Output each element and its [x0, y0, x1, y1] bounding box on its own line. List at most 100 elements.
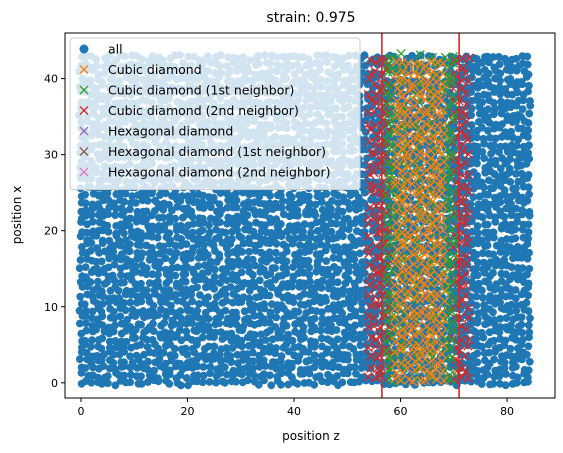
- data-point: [128, 305, 137, 314]
- data-point: [97, 307, 106, 316]
- data-point: [232, 377, 240, 386]
- data-point: [250, 371, 258, 380]
- data-point: [478, 148, 487, 156]
- data-point: [156, 293, 164, 301]
- data-point: [321, 358, 330, 367]
- data-point: [518, 206, 527, 215]
- data-point: [143, 343, 152, 351]
- data-point: [525, 190, 533, 199]
- data-point: [232, 320, 241, 329]
- data-point: [188, 319, 196, 327]
- data-point: [327, 227, 336, 236]
- data-point: [477, 178, 486, 187]
- data-point: [82, 319, 90, 327]
- data-point: [277, 380, 285, 389]
- data-point: [111, 211, 119, 220]
- data-point: [276, 220, 285, 228]
- data-point: [82, 307, 91, 315]
- data-point: [474, 229, 482, 237]
- data-point: [223, 203, 232, 212]
- data-point: [478, 286, 486, 295]
- data-point: [162, 307, 170, 316]
- data-point: [103, 372, 112, 380]
- data-point: [82, 206, 90, 215]
- data-point: [183, 350, 192, 359]
- data-point: [226, 283, 235, 291]
- data-point: [524, 228, 533, 237]
- data-point: [245, 221, 253, 230]
- data-point: [233, 226, 242, 235]
- data-point: [87, 378, 96, 387]
- data-point: [525, 109, 534, 118]
- data-point: [282, 264, 290, 273]
- data-point: [496, 298, 504, 307]
- data-point: [237, 268, 246, 277]
- data-point: [522, 298, 531, 307]
- legend-item: Hexagonal diamond (1st neighbor): [79, 144, 326, 159]
- data-point: [82, 349, 91, 357]
- data-point: [199, 371, 208, 380]
- data-point: [182, 374, 191, 382]
- data-point: [333, 243, 342, 252]
- data-point: [194, 240, 203, 249]
- data-point: [501, 381, 510, 390]
- data-point: [216, 369, 225, 377]
- data-point: [172, 249, 181, 257]
- data-point: [332, 326, 341, 334]
- data-point: [87, 246, 95, 255]
- data-point: [171, 271, 180, 280]
- data-point: [206, 369, 215, 378]
- data-point: [525, 357, 534, 366]
- data-point: [307, 228, 315, 237]
- data-point: [483, 220, 492, 229]
- y-tick-label: 30: [44, 149, 58, 162]
- data-point: [161, 254, 170, 263]
- data-point: [137, 297, 146, 306]
- data-point: [500, 186, 509, 195]
- data-point: [226, 352, 235, 360]
- data-point: [479, 134, 488, 143]
- data-point: [305, 192, 313, 201]
- data-point: [349, 345, 358, 353]
- data-point: [227, 358, 236, 366]
- data-point: [294, 307, 303, 316]
- data-point: [243, 211, 252, 220]
- data-point: [137, 229, 145, 237]
- data-point: [221, 378, 229, 387]
- data-point: [310, 351, 319, 360]
- data-point: [125, 222, 134, 230]
- data-point: [111, 321, 119, 330]
- data-point: [109, 359, 118, 367]
- data-point: [193, 283, 201, 292]
- data-point: [131, 280, 140, 288]
- data-point: [315, 372, 324, 380]
- data-point: [288, 294, 297, 302]
- data-point: [209, 241, 218, 250]
- data-point: [159, 348, 168, 357]
- data-point: [109, 307, 118, 316]
- data-point: [211, 328, 220, 337]
- data-point: [227, 257, 236, 266]
- data-point: [304, 256, 313, 265]
- data-point: [148, 222, 157, 231]
- data-point: [518, 105, 527, 113]
- data-point: [86, 342, 95, 351]
- legend-label: Cubic diamond: [108, 62, 202, 77]
- data-point: [478, 98, 487, 107]
- data-point: [490, 355, 498, 364]
- data-point: [192, 327, 201, 336]
- data-point: [137, 359, 146, 368]
- data-point: [310, 208, 318, 216]
- data-point: [524, 366, 533, 375]
- data-point: [188, 228, 197, 237]
- data-point: [104, 228, 113, 236]
- data-point: [203, 251, 212, 259]
- data-point: [87, 239, 96, 248]
- data-point: [506, 75, 515, 83]
- data-point: [271, 248, 280, 257]
- data-point: [161, 189, 170, 198]
- data-point: [143, 196, 152, 205]
- data-point: [177, 336, 186, 345]
- data-point: [149, 319, 157, 328]
- data-point: [266, 191, 274, 200]
